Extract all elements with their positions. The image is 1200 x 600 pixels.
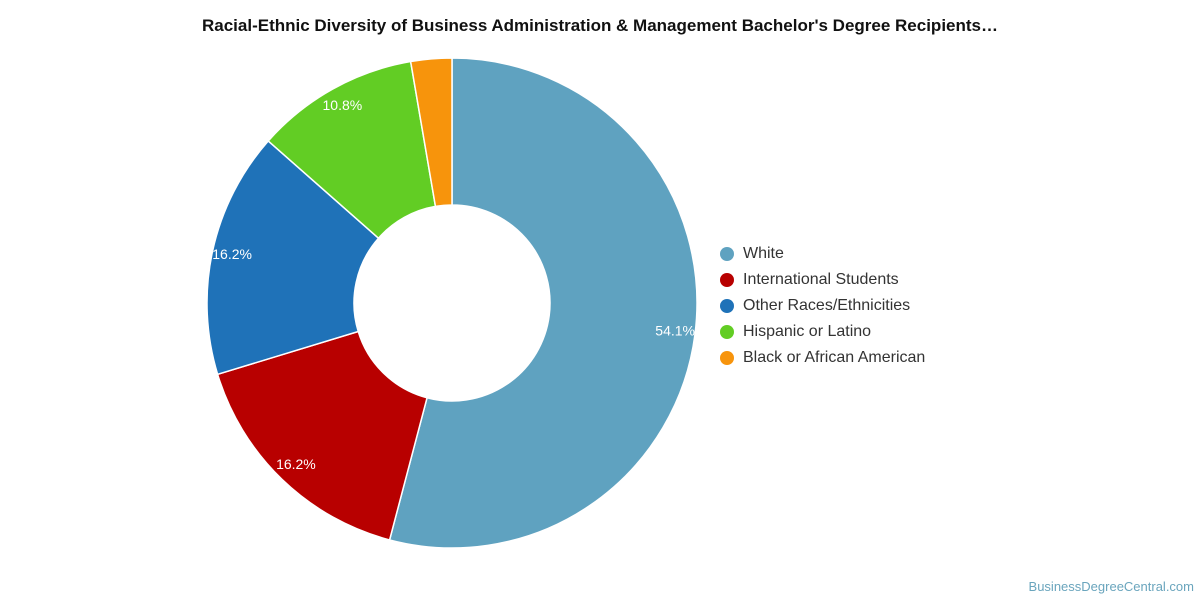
legend-label: International Students <box>743 271 899 288</box>
legend-item[interactable]: White <box>720 241 925 267</box>
legend-item[interactable]: Black or African American <box>720 345 925 371</box>
chart-title: Racial-Ethnic Diversity of Business Admi… <box>201 16 998 35</box>
slice-label: 10.8% <box>323 97 363 113</box>
legend-swatch-icon <box>720 299 734 313</box>
legend-item[interactable]: International Students <box>720 267 925 293</box>
slice-other-races-ethnicities[interactable] <box>206 139 380 376</box>
donut-slice-labels: 54.1% 16.2% 16.2% 10.8% <box>212 97 695 472</box>
legend-label: White <box>743 245 784 262</box>
slice-label: 16.2% <box>212 246 252 262</box>
legend-item[interactable]: Other Races/Ethnicities <box>720 293 925 319</box>
legend-label: Black or African American <box>743 349 926 366</box>
watermark[interactable]: BusinessDegreeCentral.com <box>1028 579 1194 594</box>
legend-item[interactable]: Hispanic or Latino <box>720 319 925 345</box>
slice-black-or-african-american[interactable] <box>409 57 453 208</box>
legend: White International Students Other Races/E… <box>720 241 925 371</box>
legend-swatch-icon <box>720 325 734 339</box>
legend-label: Hispanic or Latino <box>743 323 872 340</box>
donut-slices <box>206 57 698 549</box>
legend-swatch-icon <box>720 273 734 287</box>
slice-label: 16.2% <box>276 456 316 472</box>
legend-label: Other Races/Ethnicities <box>743 297 911 314</box>
legend-swatch-icon <box>720 247 734 261</box>
slice-international-students[interactable] <box>216 330 428 541</box>
slice-label: 54.1% <box>655 323 695 339</box>
legend-swatch-icon <box>720 351 734 365</box>
slice-white[interactable] <box>388 57 698 549</box>
